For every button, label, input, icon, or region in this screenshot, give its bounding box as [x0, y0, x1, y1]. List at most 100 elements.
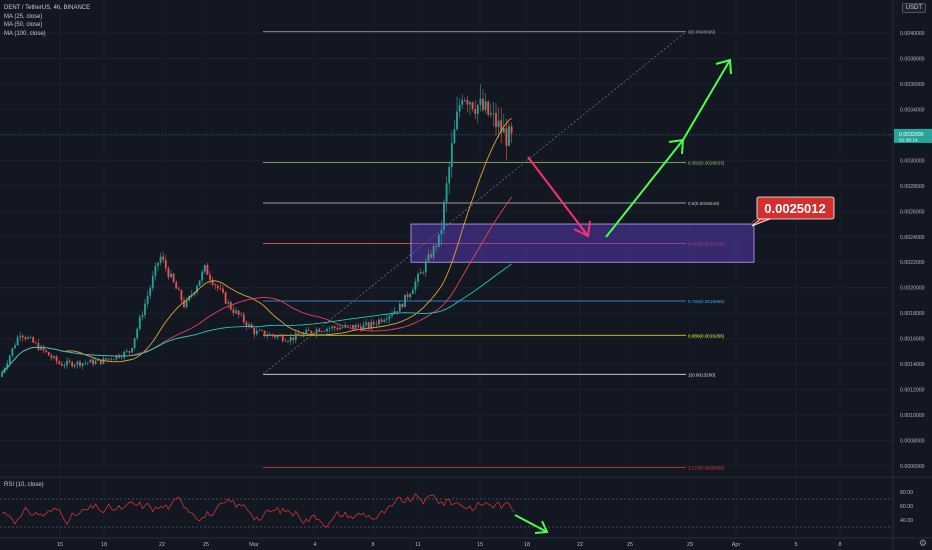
candle-body [162, 256, 165, 260]
candle-body [339, 327, 341, 330]
price-tick-label: 0.0006000 [900, 464, 925, 470]
candle-body [37, 342, 40, 350]
candle-body [47, 352, 50, 356]
candle-body [94, 360, 97, 365]
candle-body [328, 328, 331, 329]
candle-body [315, 329, 318, 334]
candle-body [42, 346, 45, 351]
time-tick-label: 25 [627, 542, 633, 548]
candle-body [8, 355, 11, 364]
target-zone[interactable]: 0.0025012 [410, 196, 835, 263]
candle-body [131, 347, 133, 353]
fib-level-label: 1.272(0.0005885) [688, 465, 725, 470]
rsi-pane: 80.00 60.00 40.00 [0, 476, 932, 528]
candle-body [27, 337, 29, 339]
price-bubble-tail [751, 218, 771, 227]
price-tick-label: 0.0028000 [900, 184, 925, 190]
candle-body [398, 303, 401, 312]
candle-body [505, 128, 508, 146]
candle-body [411, 290, 414, 294]
candle-body [115, 355, 118, 360]
candle-body [235, 310, 237, 314]
candle-body [222, 288, 224, 293]
ma100-legend[interactable]: MA (100, close) [4, 30, 46, 37]
projection-arrows[interactable] [514, 58, 732, 534]
candle-body [370, 322, 373, 329]
candle-body [68, 360, 71, 362]
candle-body [482, 98, 484, 110]
candle-body [196, 286, 198, 293]
candle-body [294, 333, 297, 340]
candle-body [32, 337, 35, 343]
candle-body [144, 303, 146, 315]
candle-body [45, 350, 48, 353]
candle-body [229, 302, 232, 310]
time-tick-label: 8 [838, 542, 841, 548]
candle-body [281, 335, 284, 341]
rsi-line [1, 492, 515, 528]
candle-body [34, 342, 37, 344]
fib-level-label: 0.886(0.0016266) [688, 333, 725, 338]
candle-body [458, 104, 461, 112]
gear-icon[interactable]: ⚙ [918, 538, 927, 548]
candle-body [198, 280, 201, 287]
candle-body [128, 351, 131, 353]
candle-body [391, 314, 393, 316]
candle-body [248, 324, 250, 327]
candle-body [253, 327, 256, 335]
candle-body [110, 358, 113, 360]
candle-body [266, 335, 269, 337]
ma50-line [1, 196, 512, 373]
candle-body [388, 315, 391, 320]
time-tick-label: 5 [794, 542, 797, 548]
candle-body [66, 360, 68, 366]
candle-body [206, 265, 209, 275]
price-tick-label: 0.0014000 [900, 362, 925, 368]
candle-body [378, 319, 380, 325]
ma25-legend[interactable]: MA (25, close) [4, 13, 43, 20]
down-arrow-line [527, 156, 589, 237]
candle-body [305, 329, 308, 334]
price-axis[interactable]: 0.0040000 0.0038000 0.0036000 0.0034000 0.00… [892, 0, 932, 550]
candle-body [242, 314, 245, 323]
candle-body [14, 345, 16, 349]
candle-body [365, 322, 367, 325]
rsi-legend[interactable]: RSI (10, close) [4, 482, 44, 488]
candle-body [263, 330, 266, 336]
rsi-arrow-line [514, 514, 548, 533]
price-tick-label: 0.0036000 [900, 82, 925, 88]
price-tick-label: 0.0012000 [900, 388, 925, 394]
candle-body [414, 281, 417, 291]
candle-body [89, 359, 92, 363]
ma50-legend[interactable]: MA (50, close) [4, 22, 43, 29]
candle-body [201, 271, 204, 281]
candle-body [495, 112, 497, 128]
time-tick-label: 11 [415, 542, 421, 548]
candle-body [383, 320, 386, 322]
candle-body [63, 365, 66, 366]
candle-body [1, 372, 3, 377]
fib-level-label: 0.5(0.0026649) [688, 201, 720, 206]
time-tick-label: 15 [57, 542, 63, 548]
candle-body [16, 337, 19, 346]
candle-body [492, 112, 495, 114]
candle-body [469, 102, 471, 105]
currency-button[interactable]: USDT [901, 3, 926, 13]
candle-body [19, 335, 22, 338]
candle-body [354, 324, 357, 329]
candle-body [341, 327, 344, 328]
time-tick-label: 22 [159, 542, 165, 548]
candle-body [118, 355, 120, 358]
candle-body [268, 334, 271, 336]
candle-body [310, 330, 313, 334]
candle-body [362, 324, 365, 331]
candle-body [136, 328, 139, 339]
candle-body [112, 359, 115, 360]
time-tick-label: 15 [477, 542, 483, 548]
candle-body [432, 245, 435, 258]
candle-body [149, 287, 152, 296]
time-axis[interactable]: 15 18 22 25 Mar 4 8 11 15 18 22 25 29 Apr 5 8 [0, 537, 932, 548]
candle-body [372, 322, 375, 325]
rsi-arrow-head [534, 520, 549, 534]
